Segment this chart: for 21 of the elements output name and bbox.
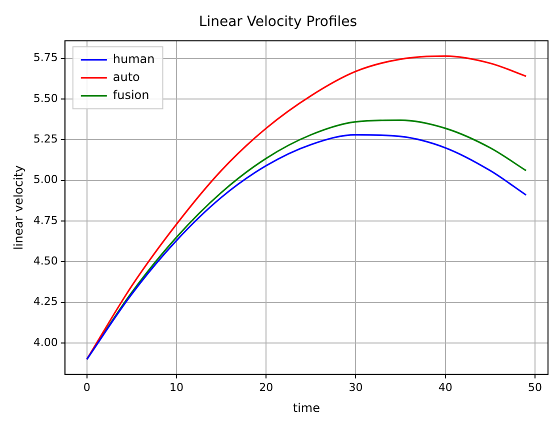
y-tick-label: 4.50 bbox=[33, 254, 58, 268]
x-tick-label: 50 bbox=[528, 380, 542, 394]
x-axis-title: time bbox=[292, 400, 320, 415]
legend-label: fusion bbox=[112, 88, 150, 102]
y-tick-label: 5.00 bbox=[33, 173, 58, 186]
y-tick-label: 4.00 bbox=[33, 336, 58, 349]
y-tick-label: 5.25 bbox=[33, 132, 58, 146]
x-tick-label: 40 bbox=[438, 380, 452, 394]
x-tick-label: 10 bbox=[169, 380, 184, 394]
x-tick-label: 0 bbox=[83, 380, 90, 394]
y-tick-label: 5.50 bbox=[33, 92, 58, 105]
y-tick-label: 4.25 bbox=[33, 295, 58, 308]
y-tick-label: 4.75 bbox=[33, 214, 58, 227]
legend-label: human bbox=[112, 52, 155, 66]
y-tick-label: 5.75 bbox=[33, 51, 58, 64]
x-tick-label: 20 bbox=[259, 380, 274, 394]
x-tick-label: 30 bbox=[348, 380, 363, 394]
y-axis-title: linear velocity bbox=[11, 165, 26, 250]
line-series bbox=[86, 55, 527, 360]
legend-label: auto bbox=[112, 70, 140, 84]
chart-title: Linear Velocity Profiles bbox=[198, 14, 358, 30]
